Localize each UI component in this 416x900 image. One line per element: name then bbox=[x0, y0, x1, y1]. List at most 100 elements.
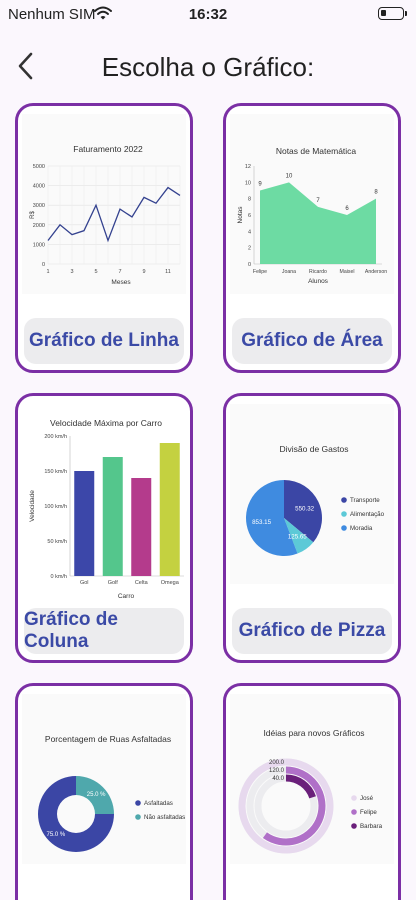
radial-bar-chart: Idéias para novos Gráficos 200.0 120.0 40.… bbox=[230, 694, 394, 864]
chart-title: Notas de Matemática bbox=[276, 146, 357, 156]
carrier-label: Nenhum SIM bbox=[8, 6, 96, 23]
legend-marker bbox=[341, 497, 347, 503]
data-label: 10 bbox=[286, 173, 293, 179]
line-series bbox=[47, 186, 181, 243]
slice-label: 75.0 % bbox=[47, 832, 66, 838]
legend-marker bbox=[351, 823, 357, 829]
radial-bar bbox=[285, 774, 316, 799]
bar bbox=[131, 478, 152, 576]
x-axis-label: Alunos bbox=[308, 278, 329, 285]
area-chart-card[interactable]: Notas de Matemática 0 2 4 6 8 10 12 9 10 7 6 8 Fel… bbox=[223, 103, 401, 373]
x-tick-label: 5 bbox=[94, 269, 97, 275]
slice-label: 853.15 bbox=[252, 519, 271, 526]
donut-chart: Porcentagem de Ruas Asfaltadas 25.0 % 75.… bbox=[22, 694, 186, 864]
legend-marker bbox=[351, 809, 357, 815]
area-series bbox=[260, 182, 376, 264]
y-tick-label: 150 km/h bbox=[44, 469, 67, 475]
pie-chart-card[interactable]: Divisão de Gastos 550.32 125.65 853.15 Tra… bbox=[223, 393, 401, 663]
x-tick-label: 3 bbox=[70, 269, 73, 275]
chart-title: Porcentagem de Ruas Asfaltadas bbox=[45, 734, 171, 744]
y-tick-label: 100 km/h bbox=[44, 504, 67, 510]
x-tick-label: Felipe bbox=[253, 269, 267, 275]
pie-slice bbox=[284, 480, 322, 543]
x-tick-label: Gol bbox=[80, 580, 89, 586]
y-tick-label: 4000 bbox=[33, 184, 45, 190]
x-tick-label: 9 bbox=[142, 269, 145, 275]
line-chart-button[interactable]: Gráfico de Linha bbox=[24, 318, 184, 364]
data-label: 8 bbox=[374, 190, 378, 196]
pie-chart-button[interactable]: Gráfico de Pizza bbox=[232, 608, 392, 654]
y-tick-label: 8 bbox=[248, 197, 251, 203]
x-tick-label: Celta bbox=[135, 580, 149, 586]
x-tick-label: 11 bbox=[165, 269, 171, 275]
radial-bar bbox=[238, 758, 334, 854]
data-label: 120.0 bbox=[269, 768, 285, 774]
bar-chart-button[interactable]: Gráfico de Coluna bbox=[24, 608, 184, 654]
chart-title: Velocidade Máxima por Carro bbox=[50, 418, 162, 428]
donut-chart-card[interactable]: Porcentagem de Ruas Asfaltadas 25.0 % 75.… bbox=[15, 683, 193, 900]
legend-label: Felipe bbox=[360, 809, 377, 816]
slice-label: 125.65 bbox=[288, 534, 307, 541]
legend-marker bbox=[341, 511, 347, 517]
bar bbox=[102, 457, 123, 576]
back-chevron-icon[interactable] bbox=[12, 48, 42, 84]
x-tick-label: 1 bbox=[46, 269, 49, 275]
y-axis-label: Notas bbox=[237, 206, 244, 224]
bar-chart-card[interactable]: Velocidade Máxima por Carro 0 km/h 50 km/… bbox=[15, 393, 193, 663]
area-chart: Notas de Matemática 0 2 4 6 8 10 12 9 10 7 6 8 Fel… bbox=[230, 114, 394, 294]
chart-title: Divisão de Gastos bbox=[280, 444, 349, 454]
legend-marker bbox=[135, 800, 141, 806]
y-tick-label: 0 bbox=[42, 262, 45, 268]
y-tick-label: 2 bbox=[248, 246, 251, 252]
y-axis-label: Velocidade bbox=[29, 490, 36, 522]
y-tick-label: 10 bbox=[245, 180, 251, 186]
radial-bar bbox=[262, 766, 326, 846]
x-axis-label: Meses bbox=[111, 279, 131, 286]
slice-label: 25.0 % bbox=[87, 792, 106, 798]
battery-icon bbox=[378, 7, 407, 20]
chart-title: Faturamento 2022 bbox=[73, 144, 143, 154]
legend-marker bbox=[351, 795, 357, 801]
y-tick-label: 200 km/h bbox=[44, 434, 67, 440]
legend-label: Asfaltadas bbox=[144, 800, 173, 807]
line-chart-card[interactable]: Faturamento 2022 0 1000 2000 3000 4000 5000 1… bbox=[15, 103, 193, 373]
line-chart: Faturamento 2022 0 1000 2000 3000 4000 5000 1… bbox=[22, 114, 186, 294]
y-tick-label: 50 km/h bbox=[47, 539, 67, 545]
bar bbox=[159, 443, 180, 576]
legend-marker bbox=[135, 814, 141, 820]
legend-label: Barbara bbox=[360, 823, 383, 830]
y-tick-label: 0 km/h bbox=[50, 574, 67, 580]
donut-slice bbox=[38, 776, 114, 852]
x-tick-label: Maisel bbox=[340, 269, 355, 275]
legend-label: Transporte bbox=[350, 497, 380, 504]
data-label: 6 bbox=[345, 206, 349, 212]
y-axis-label: R$ bbox=[30, 211, 36, 219]
y-tick-label: 0 bbox=[248, 262, 251, 268]
legend-label: Não asfaltadas bbox=[144, 814, 185, 821]
x-tick-label: Ricardo bbox=[309, 269, 327, 275]
page-title: Escolha o Gráfico: bbox=[101, 52, 315, 82]
radial-chart-card[interactable]: Idéias para novos Gráficos 200.0 120.0 40.… bbox=[223, 683, 401, 900]
bar-chart: Velocidade Máxima por Carro 0 km/h 50 km/… bbox=[22, 404, 186, 604]
legend-label: Moradia bbox=[350, 525, 373, 532]
bar bbox=[74, 471, 95, 576]
data-label: 40.0 bbox=[272, 776, 284, 782]
legend-label: José bbox=[360, 795, 374, 802]
y-tick-label: 2000 bbox=[33, 223, 45, 229]
x-tick-label: Joana bbox=[282, 269, 296, 275]
y-tick-label: 4 bbox=[248, 229, 251, 235]
pie-chart: Divisão de Gastos 550.32 125.65 853.15 Tra… bbox=[230, 404, 394, 584]
x-tick-label: Anderson bbox=[365, 269, 387, 275]
area-chart-button[interactable]: Gráfico de Área bbox=[232, 318, 392, 364]
pie-slice bbox=[246, 480, 298, 556]
y-tick-label: 12 bbox=[245, 164, 251, 170]
x-tick-label: Omega bbox=[161, 580, 180, 586]
y-tick-label: 6 bbox=[248, 213, 251, 219]
data-label: 7 bbox=[316, 198, 320, 204]
pie-slice bbox=[284, 518, 314, 554]
legend-marker bbox=[341, 525, 347, 531]
x-tick-label: Golf bbox=[108, 580, 119, 586]
data-label: 9 bbox=[258, 182, 262, 188]
wifi-icon bbox=[94, 6, 112, 20]
y-tick-label: 5000 bbox=[33, 164, 45, 170]
